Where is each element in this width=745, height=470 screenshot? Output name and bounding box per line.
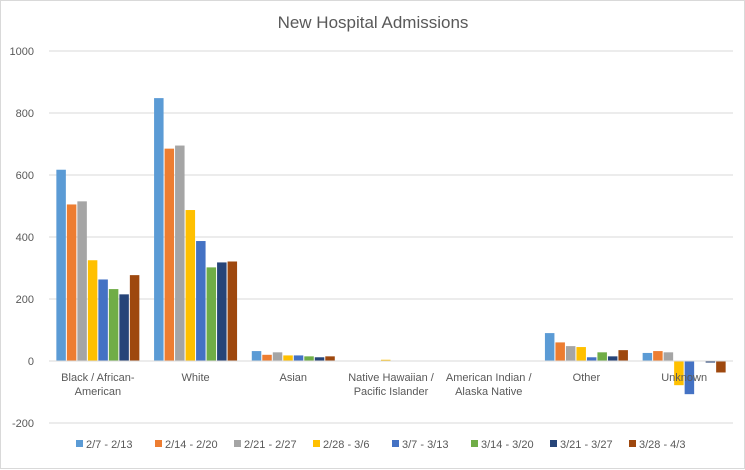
legend-label: 2/7 - 2/13 [86, 439, 132, 451]
y-tick-label: 400 [16, 232, 34, 244]
bar [66, 204, 77, 361]
bar [217, 262, 227, 361]
y-tick-label: 800 [16, 108, 34, 120]
bar [618, 350, 628, 361]
bar [314, 357, 325, 361]
legend-swatch [392, 440, 399, 447]
bar [576, 347, 586, 361]
bar [597, 352, 607, 361]
bar [251, 351, 262, 361]
x-category-label: White [182, 372, 210, 384]
gridlines [49, 50, 733, 424]
bar [185, 210, 196, 361]
bar [119, 294, 129, 361]
x-category-label: Black / African-American [61, 372, 135, 398]
bar [154, 98, 164, 362]
bar [565, 346, 576, 361]
bar [705, 361, 716, 363]
bar [164, 148, 175, 361]
bar [108, 289, 119, 361]
legend-swatch [629, 440, 636, 447]
bar [607, 356, 618, 361]
y-axis-tick-labels: -200 0 200 400 600 800 1000 [10, 46, 34, 430]
bar [293, 355, 304, 361]
x-category-label: Other [573, 372, 601, 384]
bar [544, 333, 555, 361]
bar [129, 275, 140, 361]
bar [196, 241, 206, 361]
legend-label: 2/28 - 3/6 [323, 439, 369, 451]
y-tick-label: -200 [12, 418, 34, 430]
bar [653, 351, 663, 361]
y-tick-label: 1000 [10, 46, 34, 58]
bar [381, 359, 391, 361]
bar [674, 361, 684, 386]
legend-label: 3/21 - 3/27 [560, 439, 613, 451]
legend-label: 3/14 - 3/20 [481, 439, 534, 451]
bar [272, 352, 283, 361]
bar [227, 261, 238, 361]
bar [325, 356, 335, 361]
bar [98, 279, 108, 361]
legend-swatch [313, 440, 320, 447]
x-axis-category-labels: Black / African-American White Asian Native… [61, 372, 707, 398]
bar [716, 361, 726, 373]
bar [262, 354, 272, 361]
chart-title: New Hospital Admissions [278, 13, 469, 32]
legend-label: 3/7 - 3/13 [402, 439, 448, 451]
bars [56, 98, 726, 395]
x-category-label: Asian [280, 372, 308, 384]
y-tick-label: 200 [16, 294, 34, 306]
bar [555, 342, 565, 361]
bar [87, 260, 98, 361]
legend-swatch [471, 440, 478, 447]
x-category-label: American Indian / Alaska Native [446, 372, 533, 398]
bar [586, 357, 597, 361]
y-tick-label: 600 [16, 170, 34, 182]
bar [642, 352, 653, 361]
bar [304, 356, 314, 361]
legend-swatch [76, 440, 83, 447]
bar [283, 355, 293, 361]
legend-swatch [234, 440, 241, 447]
x-category-label: Unknown [661, 372, 707, 384]
legend-label: 2/14 - 2/20 [165, 439, 218, 451]
legend-swatch [155, 440, 162, 447]
legend-label: 2/21 - 2/27 [244, 439, 297, 451]
bar [684, 361, 695, 395]
bar [206, 267, 217, 361]
legend-label: 3/28 - 4/3 [639, 439, 685, 451]
bar [77, 201, 87, 361]
bar [663, 352, 674, 361]
legend-swatch [550, 440, 557, 447]
y-tick-label: 0 [28, 356, 34, 368]
bar [175, 145, 185, 361]
legend: 2/7 - 2/13 2/14 - 2/20 2/21 - 2/27 2/28 - 3… [76, 439, 685, 451]
x-category-label: Native Hawaiian / Pacific Islander [348, 372, 435, 398]
bar [56, 169, 66, 361]
